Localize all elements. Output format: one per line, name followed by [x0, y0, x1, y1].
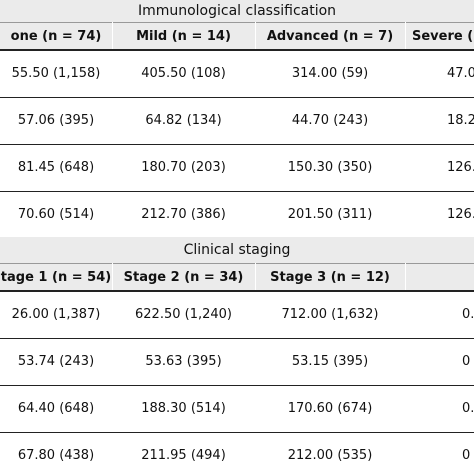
table-cell: 47.0: [447, 66, 474, 81]
rule: [0, 432, 474, 433]
column-divider: [405, 263, 406, 291]
table-cell: 64.82 (134): [145, 113, 222, 128]
column-header: [405, 263, 474, 291]
column-header: one (n = 74): [10, 28, 102, 44]
table-cell: 0: [462, 448, 471, 463]
rule: [0, 22, 474, 23]
table-cell: 201.50 (311): [287, 207, 373, 222]
column-header: tage 1 (n = 54): [0, 269, 112, 285]
table-cell: 0: [462, 354, 471, 369]
table-cell: 53.74 (243): [17, 354, 95, 369]
table-cell: 81.45 (648): [17, 160, 95, 175]
column-divider: [112, 263, 113, 291]
rule: [0, 191, 474, 192]
table-cell: 188.30 (514): [141, 401, 226, 416]
rule: [0, 263, 474, 264]
table-cell: 170.60 (674): [287, 401, 373, 416]
section-title: Clinical staging: [183, 242, 291, 258]
section-band: [0, 237, 474, 291]
table-cell: 712.00 (1,632): [281, 307, 379, 322]
table-cell: 57.06 (395): [17, 113, 95, 128]
column-divider: [255, 263, 256, 291]
table-cell: 212.70 (386): [141, 207, 226, 222]
table-cell: 55.50 (1,158): [11, 66, 101, 81]
column-header: Advanced (n = 7): [266, 28, 394, 44]
table-cell: 211.95 (494): [141, 448, 226, 463]
column-divider: [255, 22, 256, 50]
column-divider: [112, 22, 113, 50]
table-cell: 0.: [462, 401, 474, 416]
table-cell: 26.00 (1,387): [11, 307, 101, 322]
table-cell: 64.40 (648): [17, 401, 95, 416]
rule: [0, 385, 474, 386]
table-cell: 67.80 (438): [17, 448, 95, 463]
column-header: Severe (n: [412, 28, 474, 44]
rule: [0, 144, 474, 145]
rule: [0, 290, 474, 292]
section-title: Immunological classification: [137, 3, 337, 19]
table-cell: 180.70 (203): [141, 160, 226, 175]
table-cell: 18.2: [447, 113, 474, 128]
table-cell: 150.30 (350): [287, 160, 373, 175]
table-cell: 70.60 (514): [17, 207, 95, 222]
table-cell: 126.3: [447, 160, 474, 175]
table-cell: 44.70 (243): [291, 113, 369, 128]
table-cell: 622.50 (1,240): [135, 307, 232, 322]
rule: [0, 338, 474, 339]
rule: [0, 49, 474, 51]
table-cell: 314.00 (59): [291, 66, 369, 81]
table-cell: 53.15 (395): [291, 354, 369, 369]
table-cell: 212.00 (535): [287, 448, 373, 463]
table-cell: 53.63 (395): [145, 354, 222, 369]
rule: [0, 97, 474, 98]
table-cell: 0.: [462, 307, 474, 322]
table-cell: 126.2: [447, 207, 474, 222]
table-cell: 405.50 (108): [141, 66, 226, 81]
section-band: [0, 0, 474, 50]
column-header: Stage 2 (n = 34): [123, 269, 244, 285]
column-header: Stage 3 (n = 12): [270, 269, 390, 285]
column-divider: [405, 22, 406, 50]
column-header: Mild (n = 14): [136, 28, 231, 44]
